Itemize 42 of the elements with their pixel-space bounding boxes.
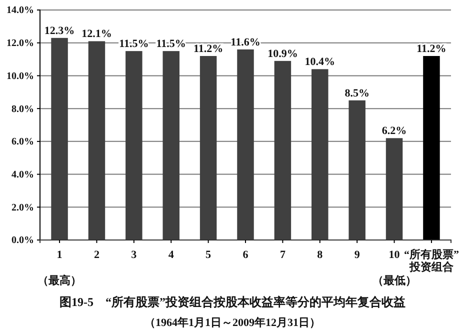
x-tick-label: 2 — [94, 248, 100, 261]
x-tick-label: 4 — [168, 248, 174, 261]
text: （最低） — [372, 275, 416, 287]
text: （最高） — [38, 274, 82, 287]
y-tick-label: 2.0% — [12, 202, 34, 214]
bar — [51, 38, 68, 240]
bar — [162, 51, 180, 240]
x-tick-label: 3 — [131, 248, 138, 261]
bar — [200, 56, 217, 240]
y-tick-label: 8.0% — [12, 104, 34, 115]
data-label: 12.1% — [82, 28, 112, 40]
data-label: 11.2% — [193, 43, 224, 55]
bar — [348, 100, 366, 240]
y-tick-label: 4.0% — [12, 169, 34, 180]
data-label: 10.9% — [268, 48, 298, 60]
bar — [237, 49, 254, 240]
text: （1964年1月1日～2009年12月31日） — [144, 316, 320, 329]
y-tick-label: 14.0% — [6, 5, 34, 16]
bar — [312, 69, 328, 240]
data-label: 8.5% — [344, 87, 370, 100]
x-tick-label: “所有股票”投资组合 — [404, 248, 459, 274]
data-label: 10.4% — [304, 56, 336, 68]
bar — [386, 138, 403, 240]
y-tick-label: 0.0% — [12, 235, 34, 246]
x-tick-label: 9 — [354, 248, 360, 261]
data-label: 6.2% — [382, 125, 407, 138]
data-label: 11.2% — [416, 43, 446, 55]
bar — [88, 41, 106, 240]
bar — [274, 60, 292, 240]
y-tick-label: 6.0% — [12, 136, 34, 148]
bar — [126, 51, 142, 240]
bar — [423, 56, 440, 240]
x-tick-label: 5 — [206, 248, 212, 261]
text: 图19-5 “所有股票”投资组合按股本收益率等分的平均年复合收益 — [60, 295, 406, 309]
data-label: 12.3% — [44, 24, 75, 37]
x-tick-label: 6 — [242, 248, 249, 261]
x-tick-label: 7 — [280, 248, 286, 261]
x-tick-label: 1 — [56, 248, 62, 261]
y-tick-label: 10.0% — [6, 70, 34, 82]
x-tick-label: 10 — [388, 248, 400, 261]
x-tick-label: 8 — [317, 248, 324, 261]
y-tick-label: 12.0% — [6, 38, 34, 50]
